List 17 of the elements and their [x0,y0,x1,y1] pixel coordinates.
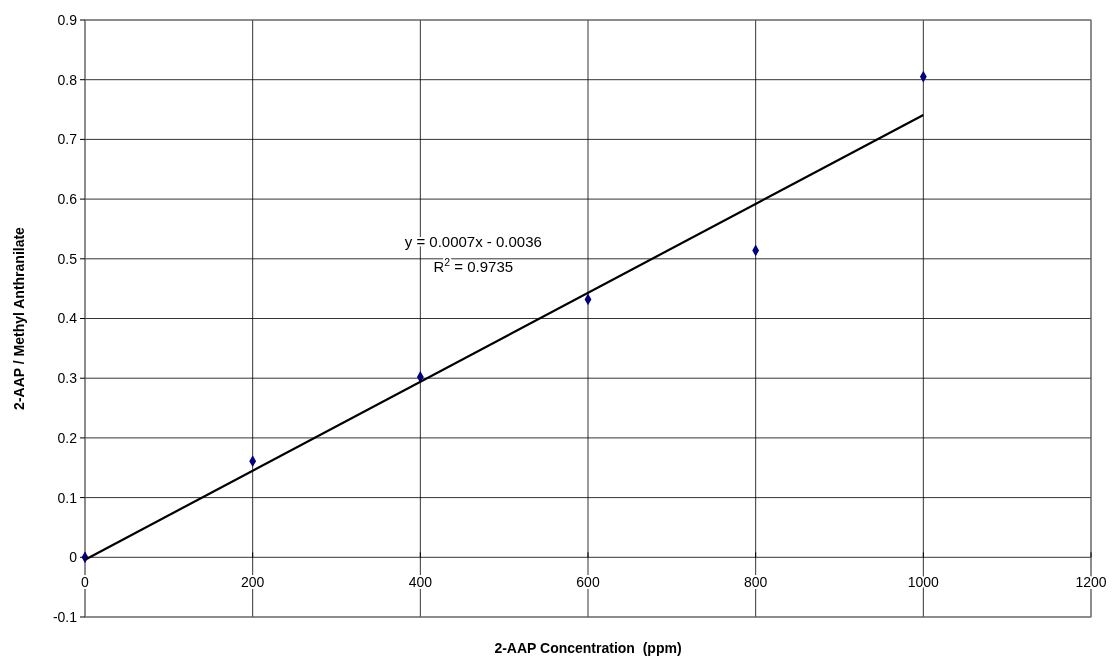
y-tick-label: 0.7 [57,131,78,148]
y-tick-label: 0.8 [57,71,78,88]
y-axis-title: 2-AAP / Methyl Anthranilate [11,226,27,410]
y-tick-label: 0.4 [57,310,78,327]
y-tick-label: 0.2 [57,429,78,446]
x-axis-title: 2-AAP Concentration (ppm) [494,640,682,656]
y-tick-label: 0.6 [57,191,78,207]
y-tick-label: 0.1 [57,489,78,506]
y-tick-label: -0.1 [52,608,78,625]
annotation: R$^{2}$ = 0.9735 [433,256,514,275]
y-tick-label: 0.9 [57,11,78,28]
y-tick-label: 0.3 [57,370,78,387]
x-tick-label: 1200 [1075,574,1107,591]
x-tick-label: 0 [81,574,90,591]
x-tick-label: 600 [576,574,600,591]
y-tick-label: 0 [69,549,78,566]
y-tick-label: 0.5 [57,250,78,267]
